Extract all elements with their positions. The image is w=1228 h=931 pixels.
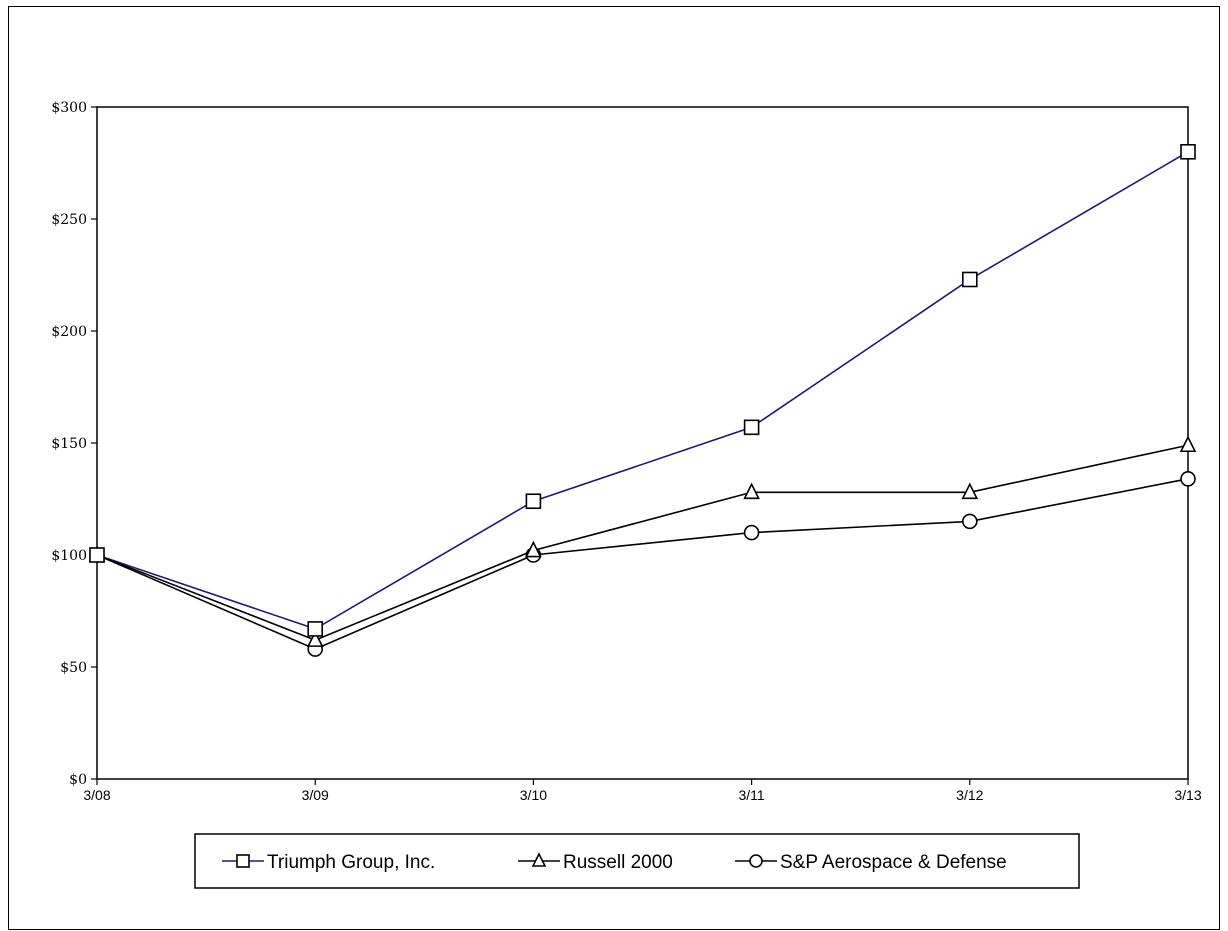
legend-marker-square bbox=[236, 854, 250, 868]
y-tick-label: $100 bbox=[51, 548, 87, 564]
series-layer bbox=[88, 144, 1197, 657]
data-point-square bbox=[1180, 144, 1196, 160]
legend-box bbox=[194, 833, 1080, 889]
x-axis: 3/08 3/09 3/10 3/11 3/12 3/13 bbox=[83, 779, 1202, 803]
data-point-circle bbox=[1180, 471, 1196, 487]
y-tick-label: $250 bbox=[51, 212, 87, 228]
y-tick-label: $300 bbox=[51, 100, 87, 116]
x-tick-label: 3/13 bbox=[1174, 787, 1201, 803]
data-point-square bbox=[89, 547, 105, 563]
legend-label: Triumph Group, Inc. bbox=[267, 852, 435, 873]
series-line-triangle bbox=[96, 444, 1189, 641]
y-tick-label: $200 bbox=[51, 324, 87, 340]
legend: Triumph Group, Inc. Russell 2000 S&P Aeros… bbox=[194, 833, 1080, 889]
series-line-circle bbox=[96, 478, 1189, 650]
y-tick-label: $150 bbox=[51, 436, 87, 452]
data-point-square bbox=[307, 621, 324, 637]
data-point-triangle bbox=[961, 482, 979, 500]
legend-label: Russell 2000 bbox=[563, 852, 673, 873]
plot-border bbox=[96, 106, 1189, 780]
chart-frame bbox=[8, 6, 1220, 930]
x-tick-label: 3/09 bbox=[302, 787, 329, 803]
series-line-square bbox=[96, 151, 1189, 630]
legend-marker-circle bbox=[749, 854, 763, 868]
x-tick-label: 3/11 bbox=[738, 787, 764, 803]
y-tick-label: $0 bbox=[69, 772, 87, 788]
x-tick-label: 3/12 bbox=[956, 787, 983, 803]
data-point-triangle bbox=[525, 540, 542, 558]
data-point-circle bbox=[743, 524, 760, 541]
data-point-square bbox=[743, 419, 760, 436]
x-tick-label: 3/08 bbox=[83, 787, 110, 803]
data-point-triangle bbox=[743, 482, 760, 500]
data-point-square bbox=[961, 271, 978, 288]
x-tick-label: 3/10 bbox=[520, 787, 547, 803]
data-point-circle bbox=[961, 513, 978, 530]
legend-marker-triangle bbox=[531, 852, 547, 867]
y-axis: $0 $50 $100 $150 $200 $250 $300 bbox=[51, 100, 97, 788]
legend-label: S&P Aerospace & Defense bbox=[780, 852, 1007, 873]
plot-area bbox=[96, 106, 1189, 780]
y-tick-label: $50 bbox=[60, 660, 87, 676]
data-point-triangle bbox=[306, 630, 324, 647]
data-point-triangle bbox=[1179, 435, 1197, 453]
data-point-square bbox=[525, 493, 542, 510]
